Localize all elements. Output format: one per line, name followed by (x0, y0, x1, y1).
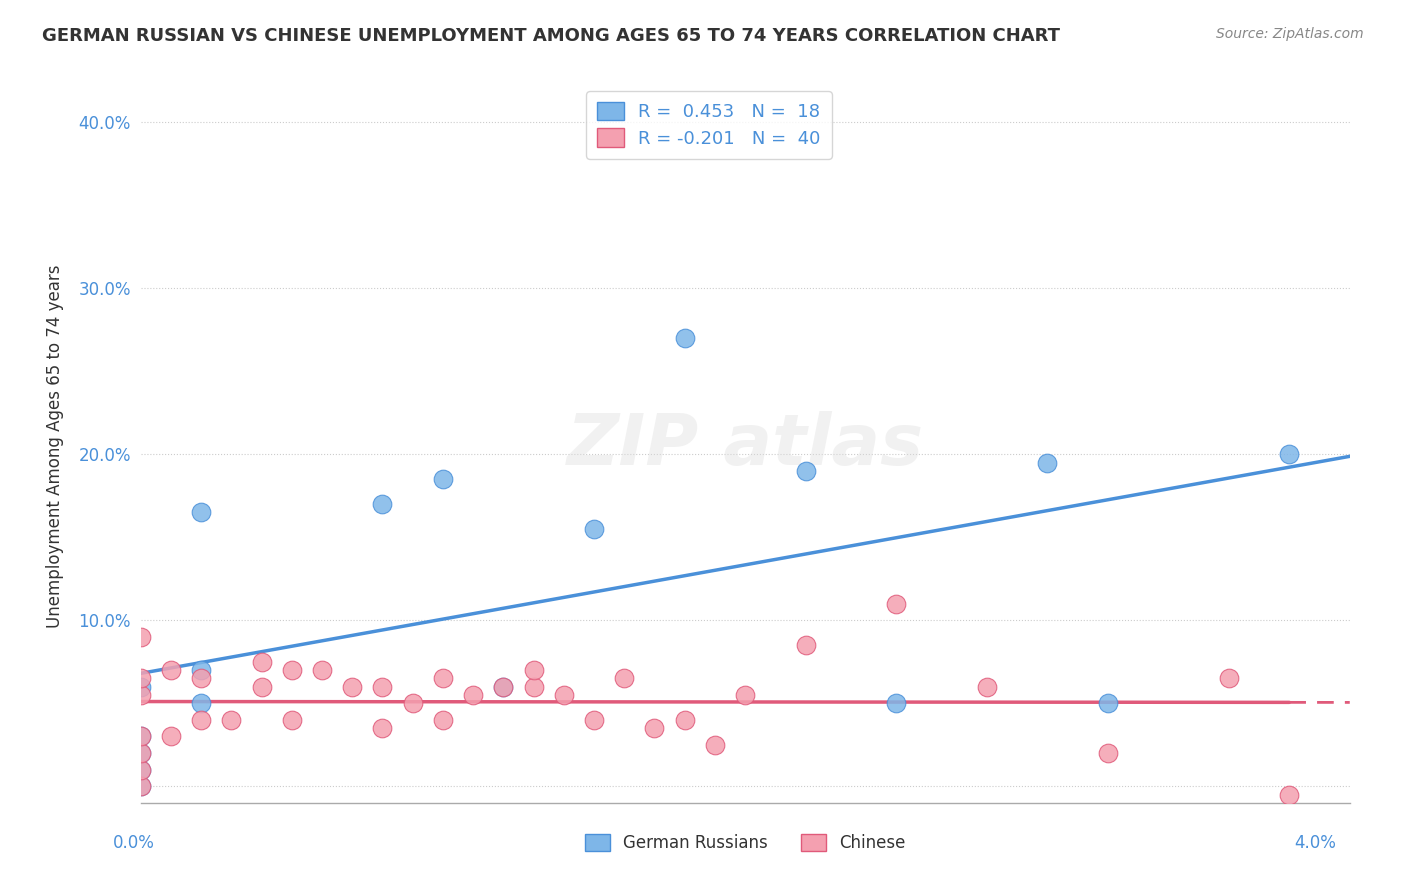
Chinese (281, 663, 304, 677)
Chinese (160, 663, 183, 677)
Chinese (342, 680, 364, 694)
Text: ZIP atlas: ZIP atlas (567, 411, 924, 481)
Y-axis label: Unemployment Among Ages 65 to 74 years: Unemployment Among Ages 65 to 74 years (46, 264, 65, 628)
German Russians (129, 779, 152, 793)
Text: 4.0%: 4.0% (1294, 834, 1336, 852)
Chinese (613, 671, 636, 685)
Chinese (794, 638, 817, 652)
German Russians (129, 746, 152, 760)
German Russians (492, 680, 515, 694)
Chinese (281, 713, 304, 727)
Chinese (734, 688, 756, 702)
Chinese (129, 730, 152, 744)
Chinese (129, 779, 152, 793)
Chinese (250, 655, 273, 669)
Chinese (704, 738, 727, 752)
Chinese (461, 688, 484, 702)
German Russians (583, 522, 606, 536)
Chinese (583, 713, 606, 727)
German Russians (1097, 696, 1119, 710)
Chinese (673, 713, 696, 727)
Chinese (129, 746, 152, 760)
Text: 0.0%: 0.0% (112, 834, 155, 852)
German Russians (1278, 447, 1301, 461)
Chinese (886, 597, 908, 611)
German Russians (190, 505, 212, 519)
Chinese (129, 763, 152, 777)
German Russians (886, 696, 908, 710)
Chinese (523, 663, 546, 677)
German Russians (1036, 456, 1059, 470)
Chinese (371, 680, 394, 694)
Chinese (553, 688, 575, 702)
German Russians (129, 763, 152, 777)
Chinese (129, 688, 152, 702)
Chinese (432, 713, 454, 727)
German Russians (190, 696, 212, 710)
Chinese (432, 671, 454, 685)
Chinese (371, 721, 394, 735)
German Russians (129, 680, 152, 694)
Chinese (523, 680, 546, 694)
Legend: German Russians, Chinese: German Russians, Chinese (578, 827, 912, 859)
German Russians (673, 331, 696, 345)
Chinese (190, 671, 212, 685)
German Russians (432, 472, 454, 486)
German Russians (371, 497, 394, 511)
Chinese (402, 696, 425, 710)
Chinese (976, 680, 998, 694)
Chinese (644, 721, 666, 735)
Chinese (311, 663, 333, 677)
Chinese (250, 680, 273, 694)
Chinese (219, 713, 243, 727)
German Russians (129, 730, 152, 744)
Text: GERMAN RUSSIAN VS CHINESE UNEMPLOYMENT AMONG AGES 65 TO 74 YEARS CORRELATION CHA: GERMAN RUSSIAN VS CHINESE UNEMPLOYMENT A… (42, 27, 1060, 45)
Chinese (1218, 671, 1240, 685)
Chinese (129, 671, 152, 685)
Chinese (129, 630, 152, 644)
Text: Source: ZipAtlas.com: Source: ZipAtlas.com (1216, 27, 1364, 41)
Chinese (190, 713, 212, 727)
German Russians (794, 464, 817, 478)
Chinese (160, 730, 183, 744)
German Russians (190, 663, 212, 677)
Chinese (492, 680, 515, 694)
Chinese (1278, 788, 1301, 802)
Chinese (1097, 746, 1119, 760)
